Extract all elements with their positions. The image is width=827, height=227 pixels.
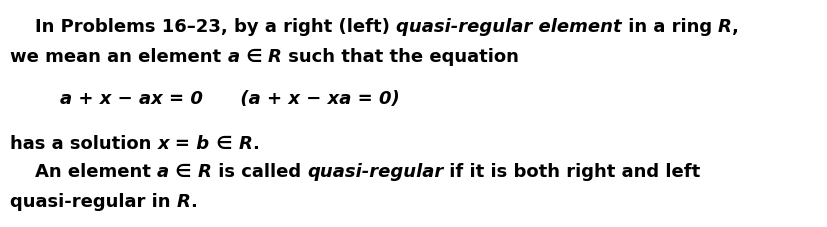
Text: ∈: ∈ — [169, 162, 198, 180]
Text: x = b: x = b — [157, 134, 209, 152]
Text: ∈: ∈ — [209, 134, 238, 152]
Text: R: R — [238, 134, 252, 152]
Text: quasi-regular: quasi-regular — [307, 162, 442, 180]
Text: such that the equation: such that the equation — [282, 48, 519, 66]
Text: a + x − ax = 0      (a + x − xa = 0): a + x − ax = 0 (a + x − xa = 0) — [10, 90, 399, 108]
Text: in a ring: in a ring — [621, 18, 717, 36]
Text: a: a — [227, 48, 239, 66]
Text: we mean an element: we mean an element — [10, 48, 227, 66]
Text: R: R — [198, 162, 212, 180]
Text: has a solution: has a solution — [10, 134, 157, 152]
Text: quasi-regular in: quasi-regular in — [10, 192, 176, 210]
Text: is called: is called — [212, 162, 307, 180]
Text: quasi-regular element: quasi-regular element — [395, 18, 621, 36]
Text: R: R — [268, 48, 282, 66]
Text: In Problems 16–23, by a right (left): In Problems 16–23, by a right (left) — [10, 18, 395, 36]
Text: ∈: ∈ — [239, 48, 268, 66]
Text: R: R — [176, 192, 190, 210]
Text: ,: , — [731, 18, 738, 36]
Text: An element: An element — [10, 162, 157, 180]
Text: .: . — [252, 134, 259, 152]
Text: if it is both right and left: if it is both right and left — [442, 162, 700, 180]
Text: R: R — [717, 18, 731, 36]
Text: a: a — [157, 162, 169, 180]
Text: .: . — [190, 192, 198, 210]
